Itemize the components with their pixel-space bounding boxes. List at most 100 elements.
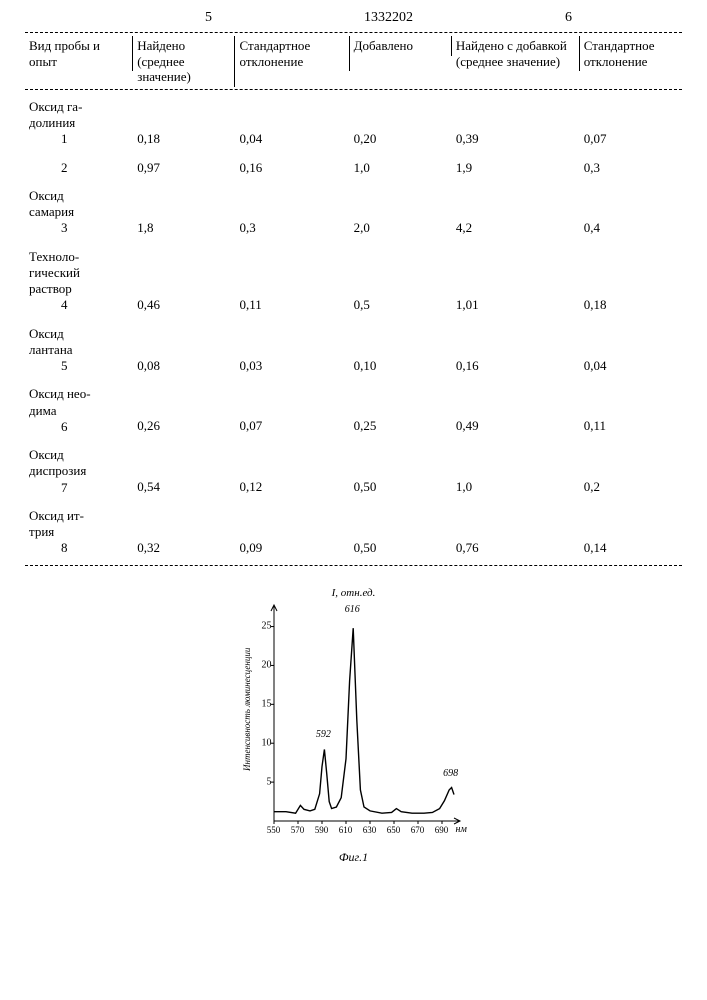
cell-value: 0,76 — [452, 508, 580, 556]
cell-value: 1,0 — [350, 160, 452, 176]
chart-caption: Фиг.1 — [224, 850, 484, 865]
table-row: Техноло-гическийраствор40,460,110,51,010… — [25, 243, 682, 320]
table-header-rule — [25, 89, 682, 91]
label-line: 8 — [29, 540, 129, 556]
cell-value: 1,9 — [452, 160, 580, 176]
page: 5 1332202 6 Вид пробы и опыт Найдено (ср… — [0, 0, 707, 865]
chart-svg — [234, 601, 474, 846]
label-line: 6 — [29, 419, 129, 435]
col-header-found: Найдено (среднее значение) — [133, 36, 235, 87]
chart-y-top-label: I, отн.ед. — [224, 587, 484, 599]
table-row: Оксид ит-трия80,320,090,500,760,14 — [25, 502, 682, 563]
label-line: 4 — [29, 297, 129, 313]
cell-value: 0,39 — [452, 99, 580, 147]
cell-sample-label: 2 — [25, 160, 133, 176]
cell-value: 0,50 — [350, 508, 452, 556]
cell-sample-label: Оксиддиспрозия7 — [25, 447, 133, 496]
label-line: лантана — [29, 342, 129, 358]
label-line: дима — [29, 403, 129, 419]
page-header: 5 1332202 6 — [25, 10, 682, 26]
label-line: Оксид ит- — [29, 508, 129, 524]
col-header-stddev2: Стандартное отклонение — [580, 36, 682, 71]
label-line: 3 — [29, 220, 129, 236]
label-line: раствор — [29, 281, 129, 297]
peak-label: 616 — [345, 604, 360, 615]
table-row: 20,970,161,01,90,3 — [25, 154, 682, 182]
cell-value: 0,08 — [133, 326, 235, 374]
table-row: Оксид нео-дима60,260,070,250,490,11 — [25, 380, 682, 441]
doc-number: 1332202 — [364, 10, 413, 26]
luminescence-chart: I, отн.ед. Интенсивность люминесценции н… — [224, 587, 484, 865]
label-line: Техноло- — [29, 249, 129, 265]
col-number-right: 6 — [565, 10, 572, 26]
cell-sample-label: Оксид га-долиния1 — [25, 99, 133, 148]
label-line: 5 — [29, 358, 129, 374]
cell-value: 0,5 — [350, 249, 452, 313]
label-line: диспрозия — [29, 463, 129, 479]
cell-value: 0,49 — [452, 386, 580, 434]
label-line: Оксид га- — [29, 99, 129, 115]
cell-value: 0,03 — [235, 326, 349, 374]
table-row: Оксидлантана50,080,030,100,160,04 — [25, 320, 682, 381]
cell-value: 4,2 — [452, 188, 580, 236]
cell-value: 0,14 — [580, 508, 682, 556]
cell-value: 0,10 — [350, 326, 452, 374]
table-bottom-rule — [25, 565, 682, 567]
col-header-found-added: Найдено с добавкой (среднее значение) — [452, 36, 580, 71]
peak-label: 592 — [316, 729, 331, 740]
label-line: 7 — [29, 480, 129, 496]
cell-value: 0,20 — [350, 99, 452, 147]
label-line: 1 — [29, 131, 129, 147]
cell-value: 0,09 — [235, 508, 349, 556]
col-number-left: 5 — [205, 10, 212, 26]
cell-sample-label: Оксид ит-трия8 — [25, 508, 133, 557]
cell-value: 0,18 — [133, 99, 235, 147]
cell-value: 0,07 — [235, 386, 349, 434]
cell-value: 0,18 — [580, 249, 682, 313]
label-line: Оксид — [29, 326, 129, 342]
cell-value: 0,04 — [580, 326, 682, 374]
label-line: долиния — [29, 115, 129, 131]
spectrum-line — [274, 628, 454, 813]
cell-value: 0,97 — [133, 160, 235, 176]
cell-value: 0,25 — [350, 386, 452, 434]
cell-value: 0,3 — [580, 160, 682, 176]
cell-value: 0,46 — [133, 249, 235, 313]
cell-value: 1,0 — [452, 447, 580, 495]
table-row: Оксид га-долиния10,180,040,200,390,07 — [25, 93, 682, 154]
label-line: гический — [29, 265, 129, 281]
cell-value: 0,11 — [235, 249, 349, 313]
cell-value: 0,2 — [580, 447, 682, 495]
label-line: Оксид — [29, 447, 129, 463]
peak-label: 698 — [443, 768, 458, 779]
table-header-row: Вид пробы и опыт Найдено (среднее значен… — [25, 36, 682, 87]
label-line: самария — [29, 204, 129, 220]
data-table: Вид пробы и опыт Найдено (среднее значен… — [25, 32, 682, 567]
cell-value: 2,0 — [350, 188, 452, 236]
cell-value: 0,04 — [235, 99, 349, 147]
cell-sample-label: Оксидлантана5 — [25, 326, 133, 375]
cell-value: 0,26 — [133, 386, 235, 434]
cell-value: 0,16 — [235, 160, 349, 176]
label-line: Оксид — [29, 188, 129, 204]
col-header-stddev1: Стандартное отклонение — [235, 36, 349, 71]
cell-value: 0,12 — [235, 447, 349, 495]
cell-sample-label: Оксид нео-дима6 — [25, 386, 133, 435]
cell-sample-label: Техноло-гическийраствор4 — [25, 249, 133, 314]
col-header-added: Добавлено — [350, 36, 452, 56]
label-line: трия — [29, 524, 129, 540]
label-line: Оксид нео- — [29, 386, 129, 402]
cell-value: 1,8 — [133, 188, 235, 236]
col-header-sample: Вид пробы и опыт — [25, 36, 133, 71]
cell-value: 0,07 — [580, 99, 682, 147]
label-line: 2 — [29, 160, 129, 176]
cell-value: 0,54 — [133, 447, 235, 495]
cell-value: 0,4 — [580, 188, 682, 236]
cell-value: 0,11 — [580, 386, 682, 434]
cell-value: 0,3 — [235, 188, 349, 236]
cell-value: 1,01 — [452, 249, 580, 313]
cell-value: 0,50 — [350, 447, 452, 495]
table-row: Оксиддиспрозия70,540,120,501,00,2 — [25, 441, 682, 502]
chart-plot-area: Интенсивность люминесценции нм 510152025… — [234, 601, 474, 846]
cell-sample-label: Оксидсамария3 — [25, 188, 133, 237]
